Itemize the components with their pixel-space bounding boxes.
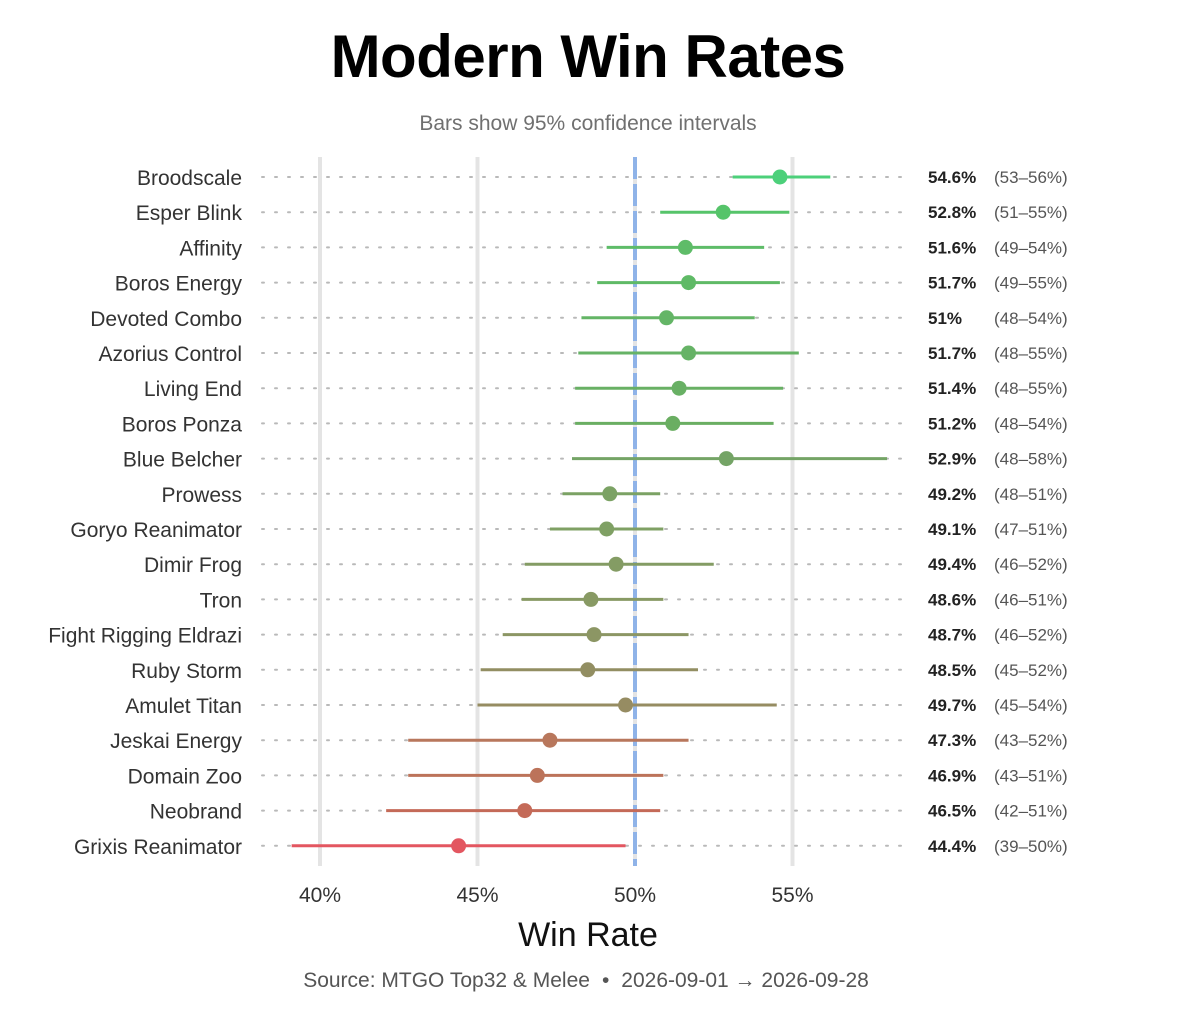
win-rate-point [659, 310, 674, 326]
x-tick-label: 45% [456, 884, 498, 907]
deck-label: Amulet Titan [125, 695, 242, 718]
win-rate-chart: Broodscale 54.6% (53–56%) Esper Blink 52.8% (… [48, 157, 1068, 954]
win-rate-point [580, 662, 596, 678]
chart-subtitle: Bars show 95% confidence intervals [419, 112, 757, 135]
win-rate-label: 49.2% [928, 485, 976, 504]
ci-label: (39–50%) [994, 837, 1068, 856]
win-rate-label: 52.8% [928, 203, 976, 222]
ci-label: (46–51%) [994, 590, 1068, 609]
ci-label: (43–51%) [994, 766, 1068, 785]
win-rate-point [677, 239, 693, 255]
x-tick-label: 55% [771, 884, 813, 907]
win-rate-label: 54.6% [928, 168, 976, 187]
deck-label: Blue Belcher [123, 449, 242, 472]
deck-label: Jeskai Energy [110, 730, 242, 753]
win-rate-label: 49.7% [928, 696, 976, 715]
win-rate-point [718, 451, 734, 467]
source-note: Source: MTGO Top32 & Melee • 2026-09-01 → … [0, 969, 1172, 993]
deck-label: Neobrand [150, 801, 242, 824]
deck-label: Grixis Reanimator [74, 836, 242, 859]
win-rate-label: 49.4% [928, 555, 976, 574]
ci-label: (42–51%) [994, 802, 1068, 821]
ci-label: (53–56%) [994, 168, 1068, 187]
win-rate-point [608, 556, 624, 572]
deck-label: Domain Zoo [128, 765, 242, 788]
win-rate-label: 47.3% [928, 731, 976, 750]
win-rate-label: 51.7% [928, 344, 976, 363]
deck-label: Goryo Reanimator [70, 519, 242, 542]
deck-label: Fight Rigging Eldrazi [48, 625, 242, 648]
win-rate-label: 52.9% [928, 450, 976, 469]
source-text: Source: MTGO Top32 & Melee [303, 969, 590, 992]
deck-label: Azorius Control [98, 343, 242, 366]
win-rate-point [529, 767, 545, 783]
win-rate-label: 44.4% [928, 837, 976, 856]
ci-label: (45–54%) [994, 696, 1068, 715]
deck-label: Ruby Storm [131, 660, 242, 683]
ci-label: (46–52%) [994, 626, 1068, 645]
win-rate-label: 46.5% [928, 802, 976, 821]
ci-label: (48–55%) [994, 344, 1068, 363]
deck-label: Broodscale [137, 167, 242, 190]
deck-label: Tron [200, 589, 242, 612]
ci-label: (46–52%) [994, 555, 1068, 574]
ci-label: (48–55%) [994, 379, 1068, 398]
win-rate-point [451, 838, 467, 854]
win-rate-label: 49.1% [928, 520, 976, 539]
ci-label: (48–51%) [994, 485, 1068, 504]
win-rate-point [681, 345, 697, 361]
win-rate-point [772, 169, 788, 185]
deck-label: Affinity [179, 237, 242, 260]
win-rate-point [618, 697, 634, 713]
win-rate-point [542, 732, 558, 748]
win-rate-label: 46.9% [928, 766, 976, 785]
win-rate-point [517, 803, 533, 819]
win-rate-label: 48.7% [928, 626, 976, 645]
ci-label: (48–54%) [994, 309, 1068, 328]
x-tick-label: 50% [614, 884, 656, 907]
win-rate-label: 48.6% [928, 590, 976, 609]
win-rate-label: 51.6% [928, 238, 976, 257]
ci-label: (45–52%) [994, 661, 1068, 680]
ci-label: (47–51%) [994, 520, 1068, 539]
deck-label: Living End [144, 378, 242, 401]
ci-label: (49–54%) [994, 238, 1068, 257]
deck-label: Esper Blink [136, 202, 243, 225]
win-rate-point [671, 380, 687, 396]
win-rate-point [586, 627, 602, 643]
date-range: 2026-09-01 → 2026-09-28 [621, 969, 869, 992]
win-rate-label: 51.4% [928, 379, 976, 398]
deck-label: Dimir Frog [144, 554, 242, 577]
x-axis-title: Win Rate [518, 916, 658, 954]
ci-label: (43–52%) [994, 731, 1068, 750]
win-rate-label: 51.2% [928, 414, 976, 433]
x-tick-label: 40% [299, 884, 341, 907]
ci-label: (48–58%) [994, 450, 1068, 469]
win-rate-point [715, 204, 731, 220]
ci-label: (51–55%) [994, 203, 1068, 222]
win-rate-label: 51% [928, 309, 962, 328]
deck-label: Prowess [161, 484, 242, 507]
deck-label: Devoted Combo [90, 308, 242, 331]
source-separator: • [601, 969, 610, 992]
win-rate-point [599, 521, 615, 537]
deck-label: Boros Energy [115, 273, 243, 296]
win-rate-point [665, 415, 681, 431]
chart-title: Modern Win Rates [330, 23, 846, 90]
win-rate-point [681, 275, 697, 291]
win-rate-label: 51.7% [928, 274, 976, 293]
win-rate-label: 48.5% [928, 661, 976, 680]
deck-label: Boros Ponza [122, 413, 243, 436]
ci-label: (48–54%) [994, 414, 1068, 433]
win-rate-point [583, 591, 599, 607]
win-rate-point [602, 486, 618, 502]
ci-label: (49–55%) [994, 274, 1068, 293]
